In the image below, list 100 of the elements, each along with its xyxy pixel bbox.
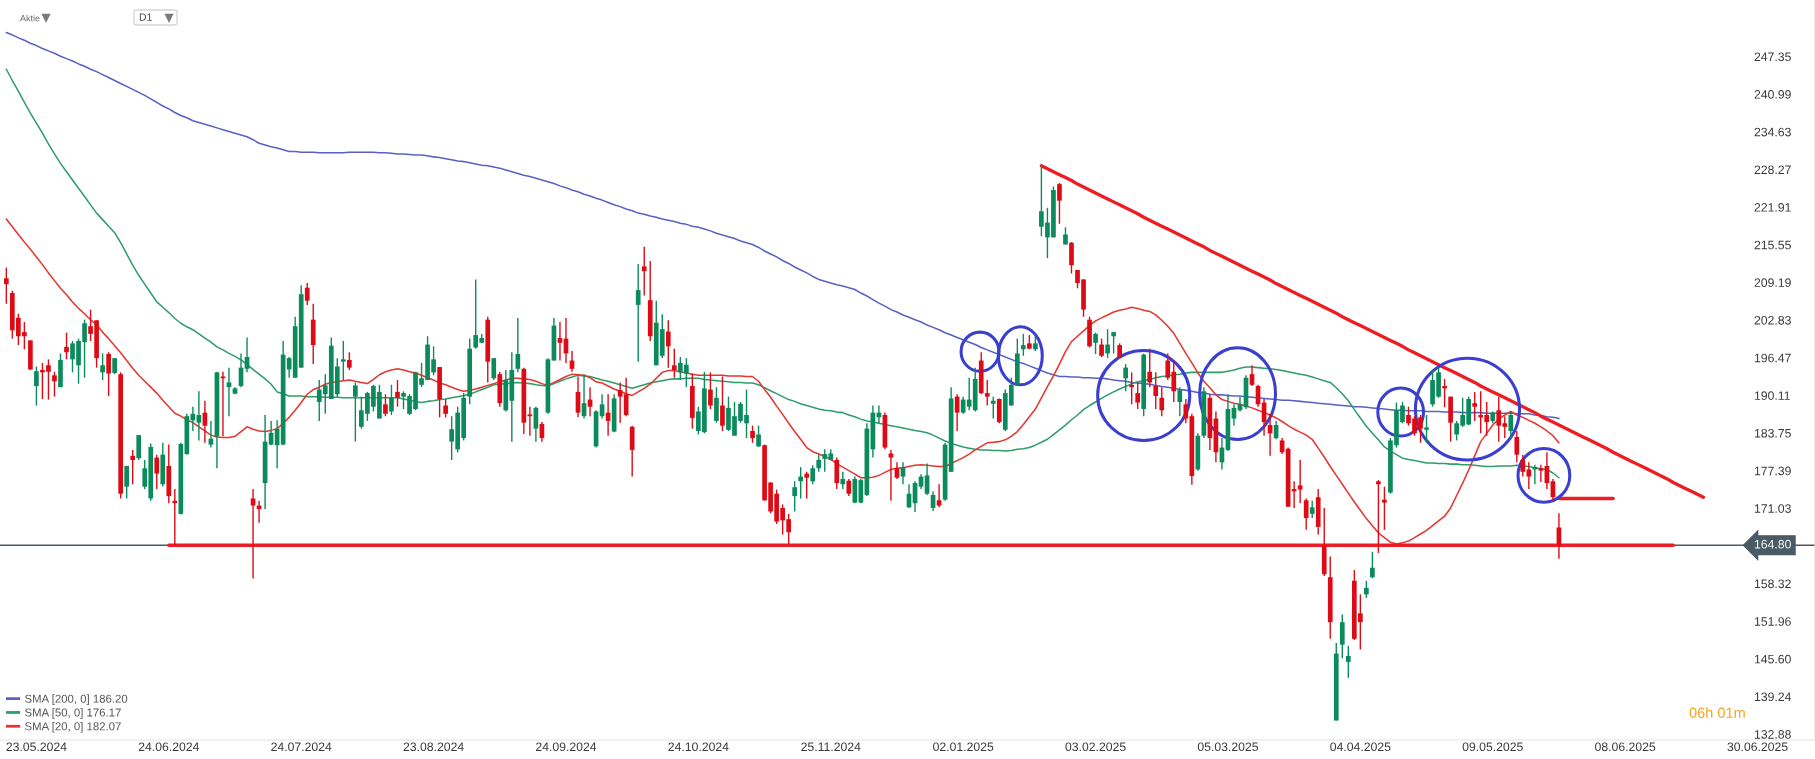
x-tick-label: 23.08.2024: [403, 742, 464, 752]
candlestick: [1376, 479, 1381, 554]
candlestick: [1159, 386, 1165, 417]
candlestick: [226, 366, 232, 417]
candlestick: [1345, 645, 1351, 679]
candlestick: [852, 475, 858, 504]
x-tick-label: 09.05.2025: [1462, 742, 1523, 752]
candlestick: [1442, 378, 1447, 408]
candlestick: [172, 488, 178, 547]
candlestick: [840, 471, 846, 490]
x-tick-label: 24.07.2024: [271, 742, 332, 752]
candlestick: [1370, 551, 1375, 580]
x-tick-label: 30.06.2025: [1727, 742, 1788, 752]
candlestick: [641, 246, 647, 297]
candlestick: [1093, 332, 1098, 355]
candlestick: [798, 466, 804, 500]
candlestick: [1033, 332, 1038, 352]
candlestick: [1129, 371, 1135, 406]
candlestick: [671, 347, 677, 379]
candlestick: [804, 471, 810, 500]
y-tick-label: 196.47: [1754, 353, 1791, 363]
annotation: 06h 01m: [1689, 707, 1745, 718]
x-tick-label: 24.10.2024: [668, 742, 729, 752]
candlestick: [136, 434, 142, 461]
x-tick-label: 24.06.2024: [138, 742, 200, 752]
legend-label: SMA [200, 0] 186.20: [25, 694, 128, 705]
candlestick: [1147, 347, 1153, 388]
candlestick: [353, 381, 358, 443]
candlestick: [443, 398, 448, 419]
candlestick: [1424, 414, 1429, 444]
y-tick-label: 228.27: [1754, 165, 1791, 175]
candlestick: [64, 332, 69, 361]
candlestick: [888, 449, 894, 502]
candlestick: [1123, 363, 1128, 393]
candlestick: [635, 263, 641, 363]
candlestick: [1177, 386, 1183, 417]
candlestick: [1021, 333, 1026, 357]
y-tick-label: 183.75: [1754, 428, 1791, 438]
candlestick: [756, 424, 761, 448]
y-tick-label: 145.60: [1754, 654, 1791, 664]
x-tick-label: 08.06.2025: [1595, 742, 1656, 752]
candlestick: [491, 357, 497, 381]
candlestick: [52, 371, 57, 398]
candlestick: [936, 483, 942, 509]
candlestick: [34, 365, 39, 407]
x-tick-label: 24.09.2024: [536, 742, 597, 752]
candlestick: [617, 381, 623, 424]
candlestick: [106, 351, 111, 397]
candlestick: [1069, 241, 1074, 275]
y-tick-label: 215.55: [1754, 240, 1791, 250]
candlestick: [395, 379, 400, 408]
candlestick: [1526, 461, 1532, 490]
x-tick-label: 03.02.2025: [1065, 742, 1126, 752]
candlestick: [1538, 464, 1544, 483]
line-series: [1039, 164, 1706, 499]
candlestick: [124, 465, 130, 500]
candlestick: [130, 449, 136, 485]
y-tick-label: 151.96: [1754, 617, 1791, 626]
x-tick-label: 02.01.2025: [933, 742, 994, 752]
y-tick-label: 247.35: [1754, 52, 1791, 62]
y-tick-label: 158.32: [1754, 579, 1791, 589]
x-tick-label: 23.05.2024: [6, 742, 67, 752]
x-tick-label: 05.03.2025: [1197, 742, 1259, 752]
candlestick: [810, 464, 816, 485]
candlestick: [792, 480, 798, 513]
y-tick-label: 234.63: [1754, 127, 1791, 137]
candlestick: [100, 352, 105, 381]
candlestick: [3, 266, 9, 305]
x-tick-label: 04.04.2025: [1330, 742, 1391, 752]
y-tick-label: 209.19: [1754, 278, 1791, 287]
legend-label: SMA [20, 0] 182.07: [25, 721, 121, 733]
candlestick: [389, 384, 394, 416]
candlestick: [1514, 430, 1520, 464]
annotation: D1: [139, 13, 152, 21]
candlestick: [383, 393, 388, 417]
y-tick-label: 190.11: [1754, 391, 1790, 400]
candlestick: [1135, 381, 1141, 410]
candlestick: [1472, 391, 1478, 422]
candlestick: [900, 461, 906, 485]
candlestick: [1099, 337, 1104, 358]
candlestick: [1105, 328, 1110, 359]
y-tick-label: 177.39: [1754, 466, 1791, 476]
candlestick: [557, 321, 563, 362]
candlestick: [623, 377, 629, 417]
candlestick: [984, 379, 990, 407]
x-tick-label: 25.11.2024: [801, 742, 861, 752]
legend-label: SMA [50, 0] 176.17: [25, 708, 121, 719]
candlestick: [1153, 371, 1159, 410]
y-tick-label: 132.88: [1754, 730, 1791, 739]
candlestick: [665, 319, 671, 369]
candlestick: [1339, 613, 1345, 659]
y-tick-label: 221.91: [1754, 203, 1791, 212]
candlestick: [720, 375, 725, 432]
candlestick: [990, 395, 996, 420]
candlestick: [527, 406, 533, 437]
candlestick: [714, 386, 719, 424]
candlestick: [629, 424, 635, 478]
candlestick: [996, 397, 1002, 424]
candlestick: [1111, 331, 1116, 355]
candlestick: [1382, 485, 1387, 531]
